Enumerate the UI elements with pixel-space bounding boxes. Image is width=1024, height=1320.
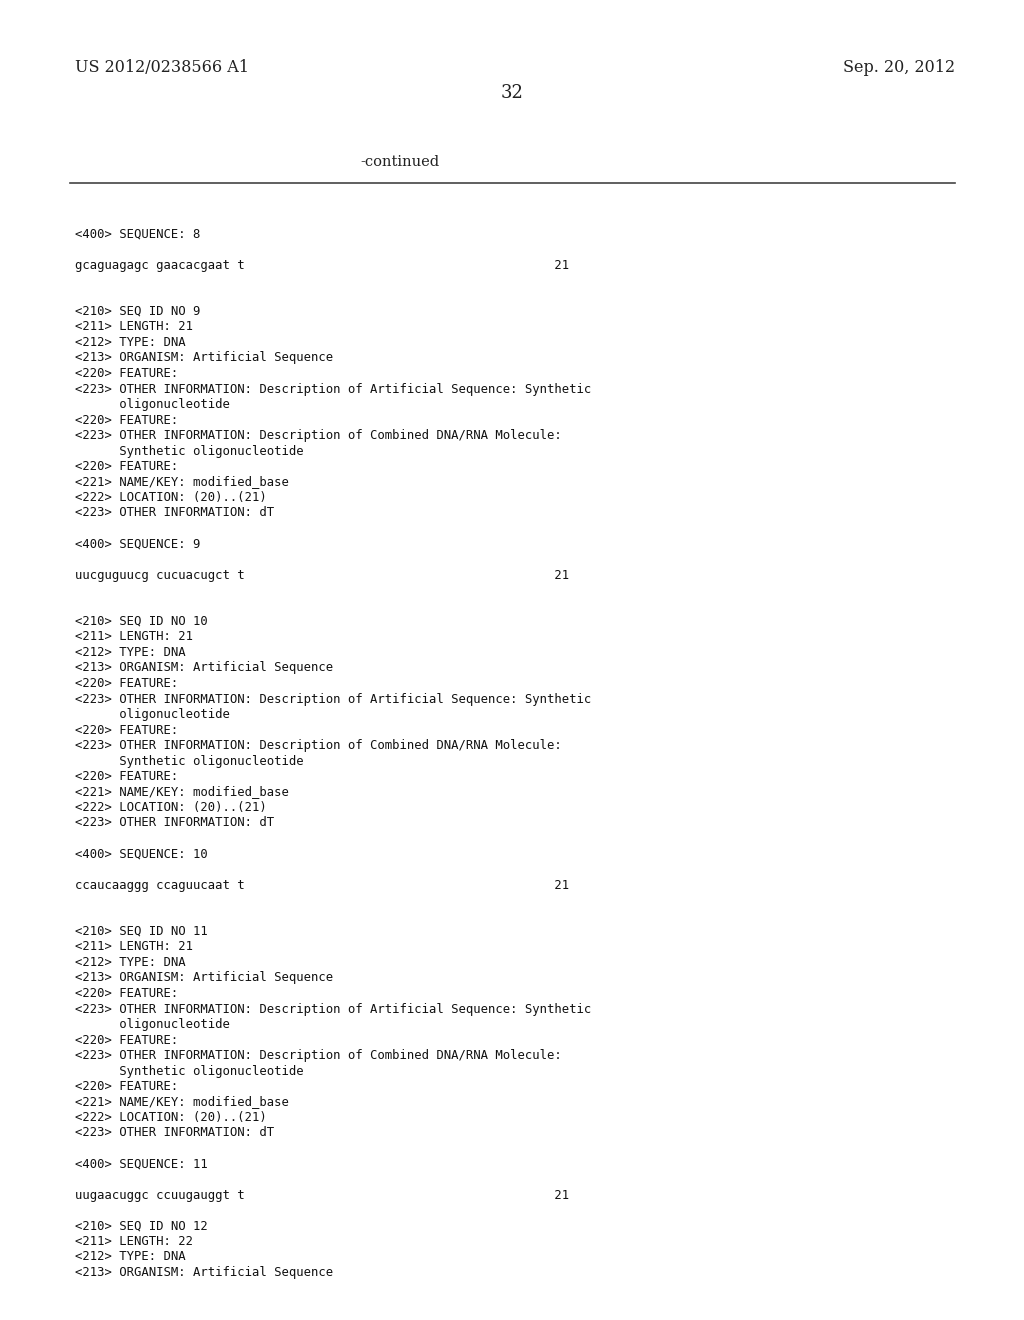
Text: US 2012/0238566 A1: US 2012/0238566 A1 bbox=[75, 59, 249, 77]
Text: <223> OTHER INFORMATION: Description of Combined DNA/RNA Molecule:: <223> OTHER INFORMATION: Description of … bbox=[75, 739, 562, 752]
Text: <212> TYPE: DNA: <212> TYPE: DNA bbox=[75, 1250, 185, 1263]
Text: <211> LENGTH: 22: <211> LENGTH: 22 bbox=[75, 1236, 193, 1247]
Text: <213> ORGANISM: Artificial Sequence: <213> ORGANISM: Artificial Sequence bbox=[75, 661, 333, 675]
Text: <210> SEQ ID NO 11: <210> SEQ ID NO 11 bbox=[75, 925, 208, 939]
Text: uucguguucg cucuacugct t                                          21: uucguguucg cucuacugct t 21 bbox=[75, 569, 569, 582]
Text: <212> TYPE: DNA: <212> TYPE: DNA bbox=[75, 645, 185, 659]
Text: <400> SEQUENCE: 10: <400> SEQUENCE: 10 bbox=[75, 847, 208, 861]
Text: oligonucleotide: oligonucleotide bbox=[75, 708, 229, 721]
Text: <223> OTHER INFORMATION: Description of Artificial Sequence: Synthetic: <223> OTHER INFORMATION: Description of … bbox=[75, 693, 591, 705]
Text: <213> ORGANISM: Artificial Sequence: <213> ORGANISM: Artificial Sequence bbox=[75, 351, 333, 364]
Text: <400> SEQUENCE: 8: <400> SEQUENCE: 8 bbox=[75, 227, 201, 240]
Text: <220> FEATURE:: <220> FEATURE: bbox=[75, 413, 178, 426]
Text: <220> FEATURE:: <220> FEATURE: bbox=[75, 1080, 178, 1093]
Text: gcaguagagc gaacacgaat t                                          21: gcaguagagc gaacacgaat t 21 bbox=[75, 259, 569, 272]
Text: 32: 32 bbox=[501, 84, 523, 102]
Text: Sep. 20, 2012: Sep. 20, 2012 bbox=[843, 59, 955, 77]
Text: uugaacuggc ccuugauggt t                                          21: uugaacuggc ccuugauggt t 21 bbox=[75, 1188, 569, 1201]
Text: <400> SEQUENCE: 11: <400> SEQUENCE: 11 bbox=[75, 1158, 208, 1171]
Text: <220> FEATURE:: <220> FEATURE: bbox=[75, 987, 178, 1001]
Text: <213> ORGANISM: Artificial Sequence: <213> ORGANISM: Artificial Sequence bbox=[75, 972, 333, 985]
Text: oligonucleotide: oligonucleotide bbox=[75, 1018, 229, 1031]
Text: ccaucaaggg ccaguucaat t                                          21: ccaucaaggg ccaguucaat t 21 bbox=[75, 879, 569, 891]
Text: <222> LOCATION: (20)..(21): <222> LOCATION: (20)..(21) bbox=[75, 1111, 266, 1125]
Text: <212> TYPE: DNA: <212> TYPE: DNA bbox=[75, 337, 185, 348]
Text: Synthetic oligonucleotide: Synthetic oligonucleotide bbox=[75, 1064, 304, 1077]
Text: <210> SEQ ID NO 9: <210> SEQ ID NO 9 bbox=[75, 305, 201, 318]
Text: <211> LENGTH: 21: <211> LENGTH: 21 bbox=[75, 631, 193, 644]
Text: <220> FEATURE:: <220> FEATURE: bbox=[75, 459, 178, 473]
Text: <221> NAME/KEY: modified_base: <221> NAME/KEY: modified_base bbox=[75, 475, 289, 488]
Text: <220> FEATURE:: <220> FEATURE: bbox=[75, 677, 178, 690]
Text: <223> OTHER INFORMATION: dT: <223> OTHER INFORMATION: dT bbox=[75, 507, 274, 520]
Text: oligonucleotide: oligonucleotide bbox=[75, 399, 229, 411]
Text: <211> LENGTH: 21: <211> LENGTH: 21 bbox=[75, 321, 193, 334]
Text: <220> FEATURE:: <220> FEATURE: bbox=[75, 723, 178, 737]
Text: <223> OTHER INFORMATION: dT: <223> OTHER INFORMATION: dT bbox=[75, 1126, 274, 1139]
Text: <210> SEQ ID NO 10: <210> SEQ ID NO 10 bbox=[75, 615, 208, 628]
Text: Synthetic oligonucleotide: Synthetic oligonucleotide bbox=[75, 755, 304, 767]
Text: <221> NAME/KEY: modified_base: <221> NAME/KEY: modified_base bbox=[75, 785, 289, 799]
Text: <222> LOCATION: (20)..(21): <222> LOCATION: (20)..(21) bbox=[75, 491, 266, 504]
Text: <220> FEATURE:: <220> FEATURE: bbox=[75, 770, 178, 783]
Text: <223> OTHER INFORMATION: Description of Artificial Sequence: Synthetic: <223> OTHER INFORMATION: Description of … bbox=[75, 383, 591, 396]
Text: <223> OTHER INFORMATION: Description of Combined DNA/RNA Molecule:: <223> OTHER INFORMATION: Description of … bbox=[75, 429, 562, 442]
Text: <210> SEQ ID NO 12: <210> SEQ ID NO 12 bbox=[75, 1220, 208, 1233]
Text: <400> SEQUENCE: 9: <400> SEQUENCE: 9 bbox=[75, 537, 201, 550]
Text: Synthetic oligonucleotide: Synthetic oligonucleotide bbox=[75, 445, 304, 458]
Text: <223> OTHER INFORMATION: Description of Artificial Sequence: Synthetic: <223> OTHER INFORMATION: Description of … bbox=[75, 1002, 591, 1015]
Text: -continued: -continued bbox=[360, 154, 439, 169]
Text: <223> OTHER INFORMATION: Description of Combined DNA/RNA Molecule:: <223> OTHER INFORMATION: Description of … bbox=[75, 1049, 562, 1063]
Text: <212> TYPE: DNA: <212> TYPE: DNA bbox=[75, 956, 185, 969]
Text: <223> OTHER INFORMATION: dT: <223> OTHER INFORMATION: dT bbox=[75, 817, 274, 829]
Text: <213> ORGANISM: Artificial Sequence: <213> ORGANISM: Artificial Sequence bbox=[75, 1266, 333, 1279]
Text: <220> FEATURE:: <220> FEATURE: bbox=[75, 1034, 178, 1047]
Text: <222> LOCATION: (20)..(21): <222> LOCATION: (20)..(21) bbox=[75, 801, 266, 814]
Text: <220> FEATURE:: <220> FEATURE: bbox=[75, 367, 178, 380]
Text: <221> NAME/KEY: modified_base: <221> NAME/KEY: modified_base bbox=[75, 1096, 289, 1109]
Text: <211> LENGTH: 21: <211> LENGTH: 21 bbox=[75, 940, 193, 953]
